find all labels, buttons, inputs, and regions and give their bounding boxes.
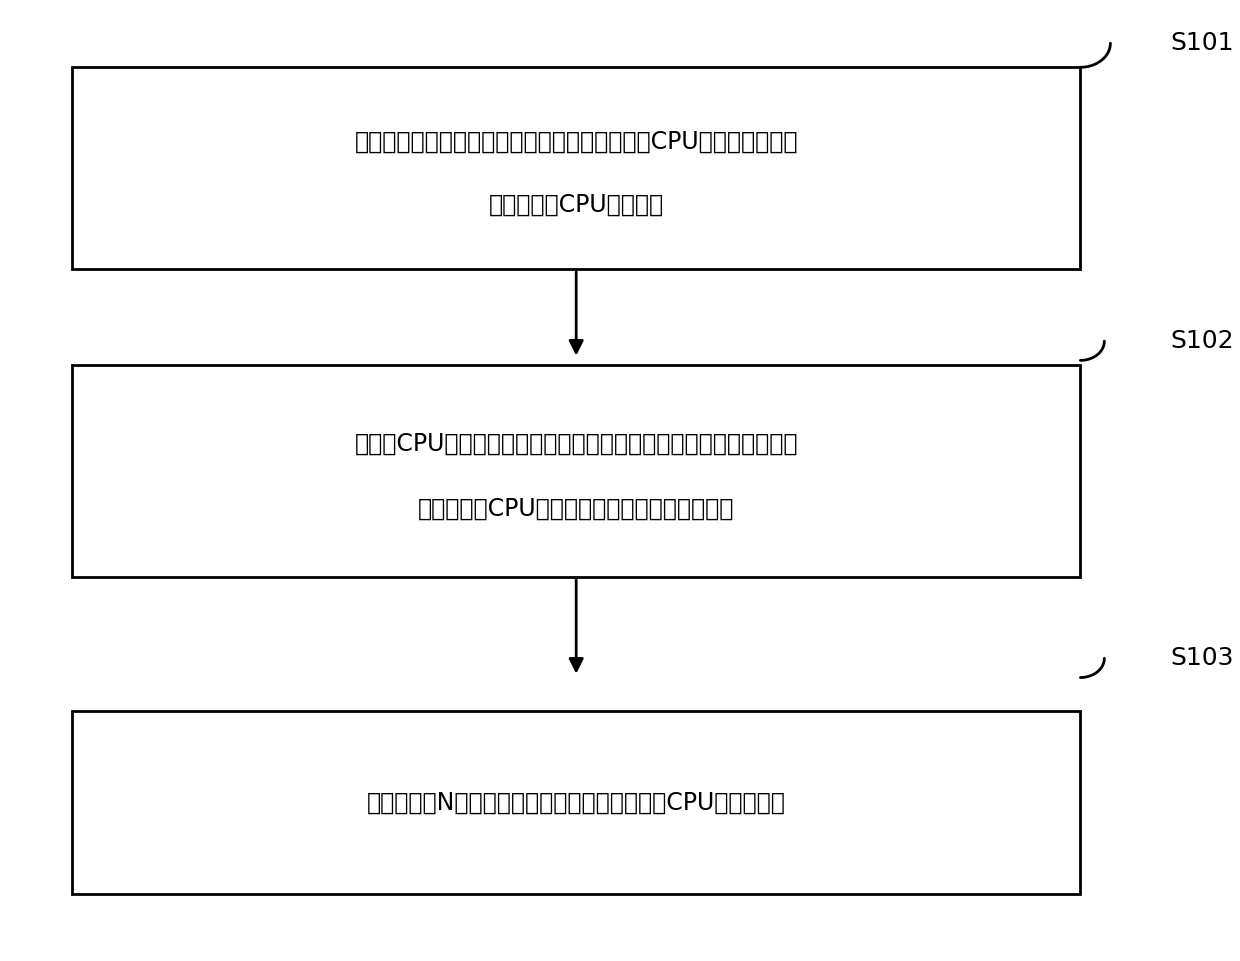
Text: S103: S103: [1171, 647, 1234, 670]
FancyBboxPatch shape: [72, 365, 1080, 577]
FancyBboxPatch shape: [72, 711, 1080, 894]
Text: 在服务器整机诊断检测过程中，调用预先生成的CPU加压程序脚本工: 在服务器整机诊断检测过程中，调用预先生成的CPU加压程序脚本工: [355, 130, 799, 154]
Text: S101: S101: [1171, 32, 1234, 55]
Text: 当所述CPU的压力稳定后，在预设的第一时间阈值内，每隔一固定时: 当所述CPU的压力稳定后，在预设的第一时间阈值内，每隔一固定时: [355, 431, 799, 456]
FancyBboxPatch shape: [72, 67, 1080, 269]
Text: S102: S102: [1171, 330, 1234, 353]
Text: 具，对所述CPU施加压力: 具，对所述CPU施加压力: [489, 192, 663, 216]
Text: 间段对所述CPU的每一个逻辑核的温度进行采集: 间段对所述CPU的每一个逻辑核的温度进行采集: [418, 497, 734, 521]
Text: 对采集到的N个温度参数值进行解析处理，判定CPU的散热性能: 对采集到的N个温度参数值进行解析处理，判定CPU的散热性能: [367, 791, 786, 814]
